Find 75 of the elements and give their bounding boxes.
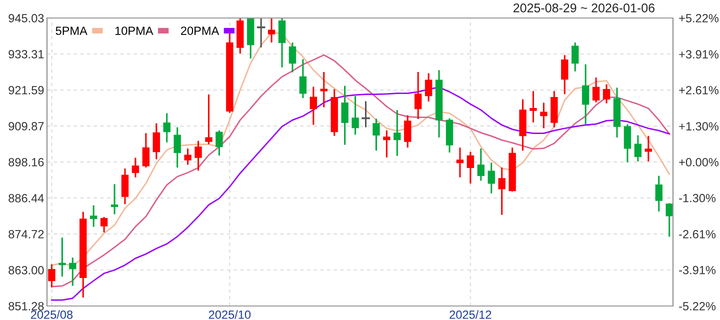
y-tick-label: 945.03 xyxy=(8,14,44,22)
y2-tick-label: +5.22% xyxy=(679,14,719,22)
candlestick xyxy=(394,110,401,156)
candlestick xyxy=(58,238,66,277)
candlestick xyxy=(184,148,192,165)
y-tick-label: 921.59 xyxy=(8,86,44,94)
y-tick-label: 851.28 xyxy=(8,302,44,310)
candlestick xyxy=(268,18,276,43)
candlestick xyxy=(278,18,286,68)
candlestick xyxy=(540,102,548,128)
candlestick xyxy=(488,162,495,194)
candlestick xyxy=(383,130,390,158)
candlestick xyxy=(424,73,432,102)
candlestick xyxy=(404,115,412,148)
candlestick xyxy=(100,217,108,232)
x-tick-label: 2025/08 xyxy=(30,310,73,319)
legend-label: 10PMA xyxy=(115,26,154,35)
candlestick xyxy=(216,130,223,156)
y2-tick-label: -1.30% xyxy=(679,194,716,202)
x-tick-label: 2025/10 xyxy=(208,310,251,319)
y-tick-label: 909.87 xyxy=(8,122,44,130)
candlestick xyxy=(655,176,662,212)
candlestick xyxy=(644,136,652,162)
candlestick xyxy=(288,42,296,72)
candlestick xyxy=(110,184,118,214)
y2-tick-label: +2.61% xyxy=(679,86,719,94)
candlestick xyxy=(310,86,318,125)
y-tick-label: 898.16 xyxy=(8,158,44,166)
candlestick xyxy=(90,205,98,227)
candlestick xyxy=(194,140,202,171)
line-series xyxy=(51,54,670,288)
legend-label: 5PMA xyxy=(56,26,88,35)
candlestick xyxy=(174,127,181,168)
legend-label: 20PMA xyxy=(181,26,220,35)
candlestick xyxy=(341,86,348,145)
y-tick-label: 863.00 xyxy=(8,266,44,274)
candlestick xyxy=(48,264,56,288)
candlestick xyxy=(152,123,160,160)
candlestick xyxy=(256,18,266,48)
candlestick xyxy=(372,118,380,151)
candlestick xyxy=(561,55,568,94)
y-tick-label: 933.31 xyxy=(8,50,44,58)
y2-tick-label: +0.00% xyxy=(679,158,719,166)
candlestick xyxy=(634,135,642,162)
y2-tick-label: +1.30% xyxy=(679,122,719,131)
candlestick xyxy=(456,148,464,178)
candlestick xyxy=(299,59,307,98)
candlestick xyxy=(414,72,422,120)
y-tick-label: 886.44 xyxy=(8,194,44,202)
candlestick xyxy=(320,72,328,108)
x-tick-label: 2025/12 xyxy=(450,310,492,319)
candlestick xyxy=(572,42,579,72)
candlestick xyxy=(69,258,76,286)
candlestick xyxy=(582,64,590,124)
candlestick xyxy=(205,94,212,144)
candlestick xyxy=(666,203,673,237)
y2-tick-label: -5.22% xyxy=(679,302,716,310)
y2-tick-label: +3.91% xyxy=(679,50,719,59)
candlestick xyxy=(362,101,370,128)
candlestick xyxy=(498,168,506,215)
candlestick xyxy=(352,96,359,135)
candlestick xyxy=(592,78,600,102)
candlestick xyxy=(163,113,170,142)
chart-subtitle: 2025-08-29 ~ 2026-01-06 xyxy=(514,4,654,12)
y2-tick-label: -3.91% xyxy=(679,266,716,274)
candlestick xyxy=(602,84,610,104)
candlestick xyxy=(624,124,632,162)
candlestick xyxy=(121,168,129,204)
candlestick xyxy=(132,158,140,178)
candlestick xyxy=(477,148,485,181)
y-tick-label: 874.72 xyxy=(8,230,44,238)
candlestick xyxy=(142,133,150,168)
candlestick xyxy=(530,91,537,122)
candlestick xyxy=(466,152,474,184)
y2-tick-label: -2.61% xyxy=(679,230,716,238)
